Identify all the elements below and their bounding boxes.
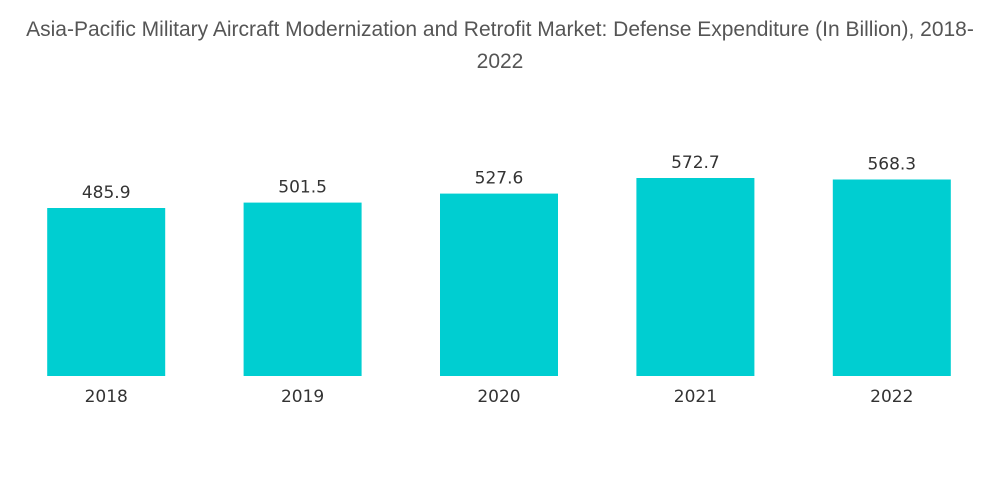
x-tick-label-2018: 2018: [85, 387, 128, 407]
value-labels-group: 485.9 501.5 527.6 572.7 568.3: [82, 153, 916, 203]
value-label-2019: 501.5: [278, 178, 327, 198]
value-label-2022: 568.3: [867, 155, 916, 175]
chart-title: Asia-Pacific Military Aircraft Moderniza…: [26, 18, 974, 73]
x-tick-label-2019: 2019: [281, 387, 324, 407]
x-axis-ticks-group: 2018 2019 2020 2021 2022: [85, 387, 914, 407]
bar-2020: [440, 193, 558, 376]
bar-2022: [832, 179, 951, 376]
x-tick-label-2021: 2021: [674, 387, 717, 407]
bar-2021: [636, 178, 755, 376]
x-tick-label-2022: 2022: [870, 387, 913, 407]
value-label-2018: 485.9: [82, 183, 131, 203]
value-label-2021: 572.7: [671, 153, 720, 173]
bar-2019: [243, 202, 362, 376]
bars-group: [47, 178, 951, 376]
x-tick-label-2020: 2020: [477, 387, 520, 407]
value-label-2020: 527.6: [475, 169, 524, 189]
bar-2018: [47, 208, 166, 376]
